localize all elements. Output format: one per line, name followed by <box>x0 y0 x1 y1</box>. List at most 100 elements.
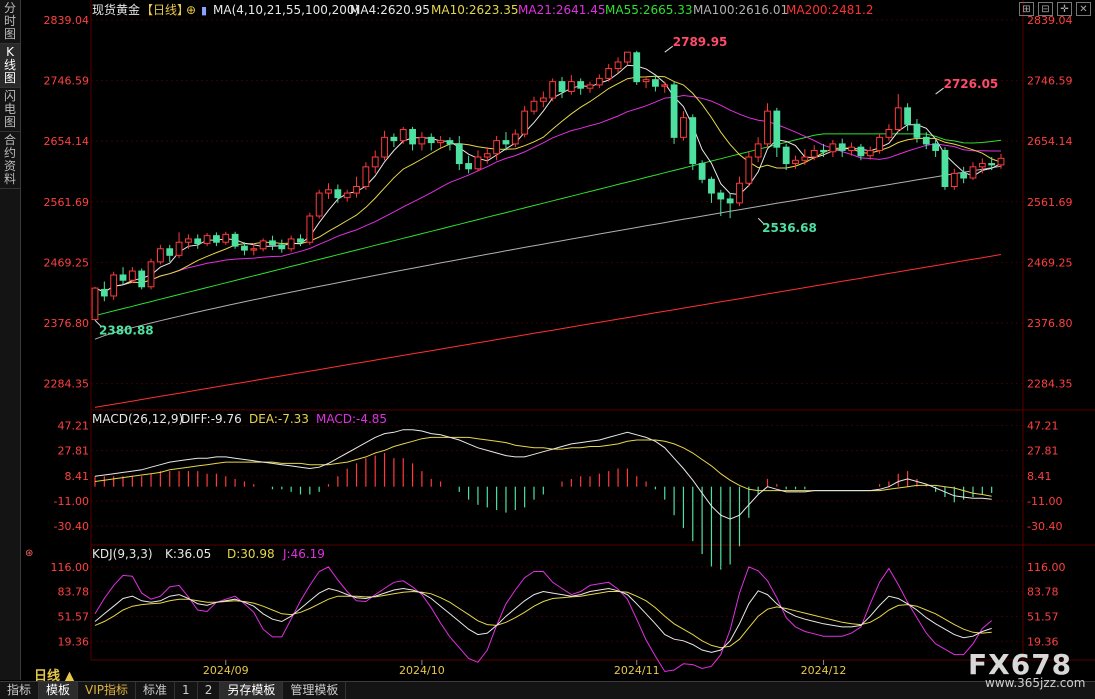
candle-body <box>773 110 781 148</box>
annotation-low: 2536.68 <box>762 221 817 235</box>
candle-body <box>390 136 398 142</box>
candle-body <box>194 238 202 245</box>
candle-body <box>941 149 949 188</box>
kdj-y-tick-right: 19.36 <box>1027 635 1059 648</box>
candle-body <box>642 79 650 83</box>
candle-body <box>558 81 566 92</box>
candle-body <box>250 248 258 251</box>
legend-item: MA21:2641.45 <box>518 3 606 17</box>
candle-body <box>530 100 538 112</box>
candle-body <box>567 81 575 92</box>
candle-body <box>269 240 276 246</box>
x-tick-label: 2024/11 <box>614 664 660 677</box>
candle-body <box>110 274 118 297</box>
side-tab-2[interactable]: 闪电图 <box>0 88 20 132</box>
y-tick-left: 2654.14 <box>44 135 90 148</box>
candle-body <box>455 143 463 165</box>
candle-body <box>539 97 547 102</box>
candle-body <box>493 140 501 155</box>
macd-y-tick-right: 8.41 <box>1027 470 1052 483</box>
ma200-line <box>94 254 1002 408</box>
macd-value: DEA:-7.33 <box>249 412 309 426</box>
legend-item: MA10:2623.35 <box>431 3 519 17</box>
side-tab-0[interactable]: 分时图 <box>0 0 20 44</box>
kdj-y-tick-right: 51.57 <box>1027 610 1059 623</box>
bottom-tab-3[interactable]: 标准 <box>136 682 176 699</box>
bottom-tab-6[interactable]: 另存模板 <box>220 682 284 699</box>
y-tick-right: 2376.80 <box>1027 317 1073 330</box>
candle-body <box>446 140 454 145</box>
candle-body <box>474 156 482 170</box>
macd-y-tick-right: -11.00 <box>1027 495 1062 508</box>
candle-body <box>521 110 529 135</box>
macd-y-tick-left: -30.40 <box>54 520 89 533</box>
candle-body <box>343 192 351 199</box>
kdj-y-tick-left: 116.00 <box>51 561 90 574</box>
candle-body <box>91 287 99 321</box>
candle-body <box>623 51 631 63</box>
candle-body <box>726 198 734 204</box>
bottom-tab-5[interactable]: 2 <box>198 682 221 699</box>
bottom-tab-2[interactable]: VIP指标 <box>78 682 137 699</box>
y-tick-left: 2376.80 <box>44 317 90 330</box>
candle-body <box>848 146 855 151</box>
candle-body <box>838 143 846 151</box>
candle-body <box>689 117 697 165</box>
candle-body <box>353 186 360 194</box>
kdj-y-tick-left: 51.57 <box>58 610 90 623</box>
candle-body <box>829 143 837 153</box>
window-tool-icons: ⊞ ⊟ ✛ ✕ <box>1019 2 1091 16</box>
side-tab-3[interactable]: 合约资料 <box>0 132 20 189</box>
macd-label: MACD(26,12,9) <box>92 412 183 426</box>
kdj-j-line <box>94 566 993 673</box>
candle-body <box>437 140 444 144</box>
close-icon[interactable]: ✕ <box>1076 2 1091 16</box>
candle-body <box>231 233 239 247</box>
legend-item: MA(4,10,21,55,100,200) <box>213 3 359 17</box>
annotation-pointer <box>757 217 765 225</box>
candle-body <box>549 81 557 99</box>
kdj-k-line <box>94 587 992 653</box>
candle-body <box>259 240 267 250</box>
macd-diff-line <box>94 429 992 520</box>
macd-y-tick-left: -11.00 <box>54 495 89 508</box>
x-tick-label: 2024/12 <box>801 664 847 677</box>
bottom-tab-4[interactable]: 1 <box>175 682 198 699</box>
candle-body <box>325 189 332 194</box>
kdj-d-line <box>94 590 992 649</box>
candle-body <box>876 136 883 151</box>
bottom-tab-7[interactable]: 管理模板 <box>283 682 347 699</box>
candle-body <box>801 156 809 161</box>
y-tick-right: 2561.69 <box>1027 196 1073 209</box>
candlestick-chart[interactable]: 2839.04 2839.04 2746.59 2746.59 2654.14 2654.… <box>21 0 1095 680</box>
candle-body <box>745 156 753 184</box>
macd-value: DIFF:-9.76 <box>181 412 242 426</box>
bottom-tab-0[interactable]: 指标 <box>0 682 40 699</box>
candle-body <box>605 68 613 79</box>
candle-body <box>586 84 594 89</box>
candle-body <box>988 163 996 166</box>
watermark-brand: FX678 <box>968 648 1073 681</box>
candle-body <box>652 79 659 87</box>
candle-body <box>820 149 827 153</box>
zoom-in-icon[interactable]: ⊞ <box>1019 2 1034 16</box>
ma21-line <box>94 94 1001 293</box>
settings-icon: ⊕ <box>186 3 196 17</box>
candle-body <box>203 235 211 245</box>
period-label[interactable]: 日线 ▲ <box>34 669 75 684</box>
zoom-out-icon[interactable]: ⊟ <box>1038 2 1053 16</box>
crosshair-icon[interactable]: ✛ <box>1057 2 1072 16</box>
watermark-url: www.365jzz.com <box>985 676 1086 690</box>
y-tick-right: 2746.59 <box>1027 75 1073 88</box>
candle-body <box>960 172 968 179</box>
bottom-tab-1[interactable]: 模板 <box>39 682 79 699</box>
kdj-y-tick-left: 19.36 <box>58 635 90 648</box>
candle-body <box>502 140 510 145</box>
candle-body <box>708 178 715 194</box>
macd-y-tick-right: 47.21 <box>1027 420 1059 433</box>
kdj-y-tick-right: 116.00 <box>1027 561 1066 574</box>
y-tick-left: 2561.69 <box>44 196 90 209</box>
candle-body <box>764 110 771 145</box>
